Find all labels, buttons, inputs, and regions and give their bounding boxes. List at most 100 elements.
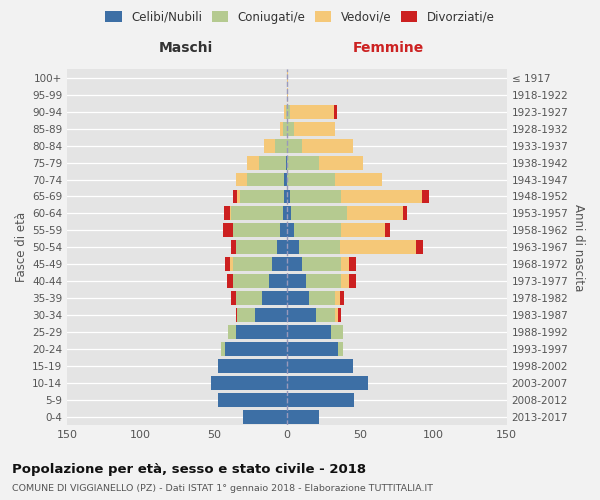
- Bar: [247, 172, 284, 186]
- Bar: [255, 308, 287, 322]
- Bar: [341, 274, 349, 288]
- Bar: [232, 240, 236, 254]
- Bar: [224, 206, 230, 220]
- Bar: [226, 258, 230, 271]
- Bar: [295, 224, 341, 237]
- Bar: [292, 206, 347, 220]
- Bar: [262, 291, 287, 305]
- Bar: [236, 172, 247, 186]
- Text: Femmine: Femmine: [352, 41, 424, 55]
- Text: Popolazione per età, sesso e stato civile - 2018: Popolazione per età, sesso e stato civil…: [12, 462, 366, 475]
- Bar: [232, 206, 283, 220]
- Bar: [299, 240, 340, 254]
- Bar: [280, 224, 287, 237]
- Bar: [306, 274, 341, 288]
- Bar: [236, 308, 237, 322]
- Bar: [284, 190, 287, 203]
- Bar: [272, 258, 287, 271]
- Bar: [416, 240, 423, 254]
- Bar: [340, 240, 416, 254]
- Bar: [403, 206, 407, 220]
- Bar: [302, 138, 353, 152]
- Bar: [233, 274, 269, 288]
- Bar: [295, 122, 335, 136]
- Bar: [287, 240, 299, 254]
- Text: Maschi: Maschi: [159, 41, 213, 55]
- Bar: [230, 206, 232, 220]
- Bar: [341, 190, 422, 203]
- Bar: [287, 359, 353, 373]
- Bar: [229, 325, 236, 339]
- Bar: [286, 156, 287, 170]
- Bar: [287, 376, 368, 390]
- Bar: [341, 258, 349, 271]
- Bar: [287, 410, 319, 424]
- Bar: [347, 206, 403, 220]
- Bar: [236, 325, 287, 339]
- Bar: [230, 258, 233, 271]
- Bar: [277, 240, 287, 254]
- Bar: [284, 172, 287, 186]
- Bar: [290, 190, 341, 203]
- Legend: Celibi/Nubili, Coniugati/e, Vedovi/e, Divorziati/e: Celibi/Nubili, Coniugati/e, Vedovi/e, Di…: [100, 6, 500, 28]
- Bar: [287, 190, 290, 203]
- Bar: [338, 342, 343, 356]
- Y-axis label: Anni di nascita: Anni di nascita: [572, 204, 585, 291]
- Bar: [287, 291, 309, 305]
- Bar: [218, 393, 287, 406]
- Bar: [221, 342, 226, 356]
- Y-axis label: Fasce di età: Fasce di età: [15, 212, 28, 282]
- Bar: [237, 190, 240, 203]
- Bar: [247, 156, 259, 170]
- Bar: [338, 308, 341, 322]
- Bar: [334, 105, 337, 118]
- Bar: [223, 224, 233, 237]
- Bar: [316, 308, 335, 322]
- Bar: [302, 258, 341, 271]
- Bar: [263, 138, 275, 152]
- Bar: [340, 291, 344, 305]
- Bar: [275, 138, 287, 152]
- Bar: [319, 156, 363, 170]
- Bar: [287, 325, 331, 339]
- Bar: [287, 274, 306, 288]
- Bar: [233, 258, 272, 271]
- Bar: [385, 224, 389, 237]
- Bar: [341, 224, 385, 237]
- Bar: [335, 308, 338, 322]
- Bar: [331, 325, 343, 339]
- Bar: [287, 206, 292, 220]
- Bar: [218, 359, 287, 373]
- Bar: [287, 156, 319, 170]
- Bar: [211, 376, 287, 390]
- Bar: [349, 274, 356, 288]
- Bar: [287, 71, 289, 85]
- Bar: [233, 190, 237, 203]
- Bar: [269, 274, 287, 288]
- Bar: [335, 172, 382, 186]
- Bar: [309, 291, 335, 305]
- Bar: [287, 122, 295, 136]
- Bar: [284, 105, 286, 118]
- Bar: [237, 308, 255, 322]
- Bar: [227, 274, 233, 288]
- Bar: [290, 105, 334, 118]
- Bar: [286, 105, 287, 118]
- Bar: [335, 291, 340, 305]
- Bar: [283, 206, 287, 220]
- Bar: [233, 224, 280, 237]
- Bar: [287, 342, 338, 356]
- Bar: [236, 291, 262, 305]
- Bar: [226, 342, 287, 356]
- Bar: [232, 291, 236, 305]
- Bar: [287, 308, 316, 322]
- Bar: [259, 156, 286, 170]
- Bar: [349, 258, 356, 271]
- Bar: [280, 122, 283, 136]
- Bar: [287, 138, 302, 152]
- Bar: [287, 88, 289, 102]
- Bar: [243, 410, 287, 424]
- Bar: [287, 224, 295, 237]
- Bar: [287, 393, 355, 406]
- Bar: [287, 172, 335, 186]
